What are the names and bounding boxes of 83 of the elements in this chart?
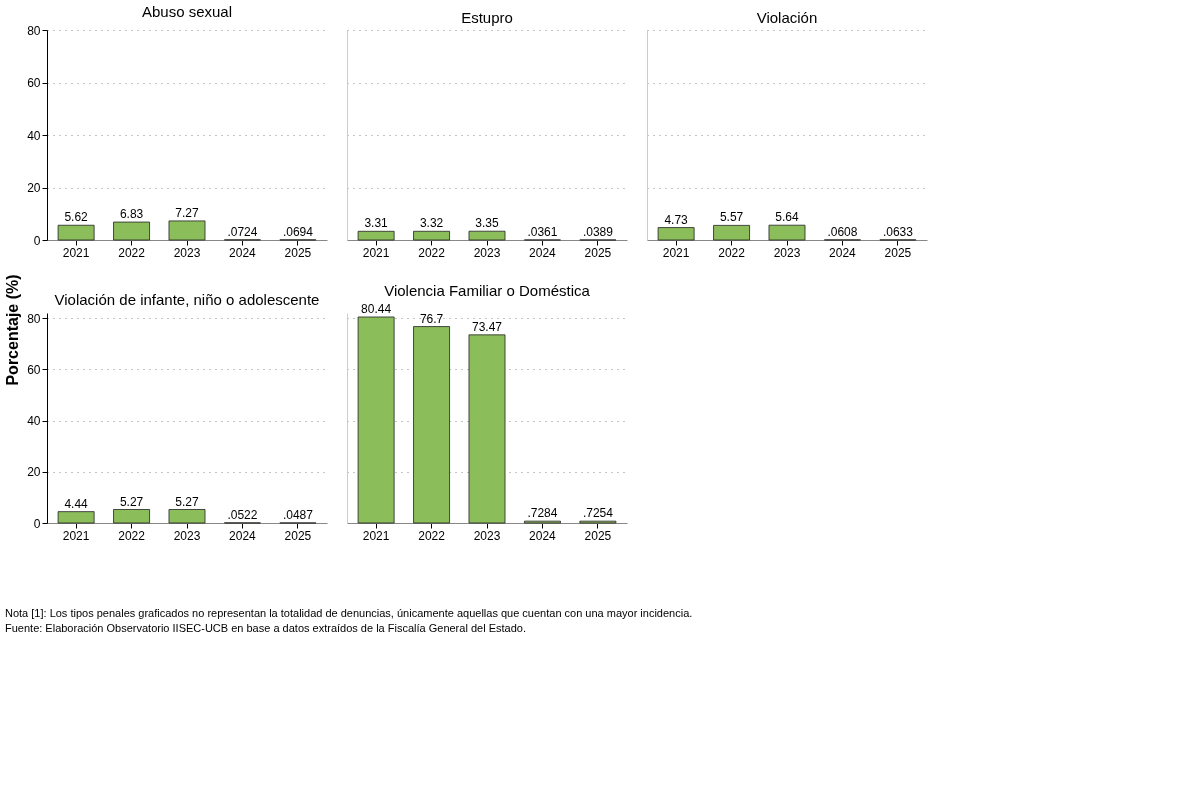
data-label: 5.64 — [775, 210, 799, 225]
x-tick-label: 2022 — [418, 245, 446, 260]
x-tick-label: 2022 — [418, 528, 446, 543]
data-label: .0522 — [227, 507, 258, 522]
x-tick-label: 2024 — [529, 245, 557, 260]
x-tick-label: 2021 — [362, 245, 390, 260]
x-tick-label: 2024 — [229, 528, 257, 543]
data-label: .0694 — [282, 224, 314, 239]
data-label: 7.27 — [175, 205, 199, 220]
x-tick-label: 2022 — [118, 245, 146, 260]
data-label: 80.44 — [361, 302, 392, 316]
chart-title: Violación de infante, niño o adolescente — [54, 291, 320, 309]
bar — [357, 316, 395, 524]
bar — [468, 334, 506, 524]
chart-title: Violación — [756, 9, 818, 26]
x-tick-label: 2024 — [229, 245, 257, 260]
data-label: 4.44 — [64, 496, 89, 511]
y-tick-label: 0 — [33, 233, 41, 248]
source-note: Fuente: Elaboración Observatorio IISEC-UCB en base a datos extraídos de la Fiscalía General del Estado. — [5, 621, 526, 634]
data-label: 3.35 — [475, 216, 499, 231]
bar — [413, 326, 450, 524]
data-label: .7254 — [582, 506, 614, 521]
data-label: 3.31 — [364, 216, 389, 231]
y-tick-label: 80 — [27, 311, 41, 326]
data-label: .0608 — [827, 224, 858, 239]
y-tick-label: 20 — [27, 181, 41, 195]
y-tick-label: 60 — [27, 76, 41, 90]
y-axis-title: Porcentaje (%) — [4, 274, 21, 386]
x-tick-label: 2021 — [62, 245, 90, 260]
x-tick-label: 2025 — [884, 245, 912, 260]
data-label: 76.7 — [419, 311, 444, 326]
data-label: .0633 — [882, 224, 914, 239]
x-tick-label: 2023 — [473, 245, 501, 260]
x-tick-label: 2025 — [284, 245, 312, 260]
y-tick-label: 40 — [27, 128, 41, 143]
data-label: 5.62 — [64, 210, 89, 225]
y-tick-label: 40 — [27, 414, 41, 429]
data-label: .7284 — [527, 506, 558, 521]
x-tick-label: 2024 — [529, 528, 557, 543]
bar — [113, 509, 150, 524]
y-tick-label: 80 — [27, 23, 41, 38]
x-tick-label: 2025 — [584, 528, 612, 543]
data-label: 6.83 — [119, 207, 144, 222]
x-tick-label: 2023 — [773, 245, 801, 260]
chart-title: Estupro — [461, 9, 513, 26]
x-tick-label: 2025 — [584, 245, 612, 260]
bar — [413, 230, 450, 241]
bar — [168, 509, 206, 524]
bar — [357, 230, 395, 241]
data-label: .0724 — [227, 224, 258, 239]
data-label: 5.57 — [719, 210, 744, 225]
data-label: 3.32 — [419, 216, 444, 231]
bar — [168, 220, 206, 241]
x-tick-label: 2023 — [173, 528, 201, 543]
data-label: .0487 — [282, 507, 314, 522]
x-tick-label: 2023 — [173, 245, 201, 260]
bar — [768, 224, 806, 241]
text: Nota [1]: Los tipos penales graficados no representan la totalidad de denuncias, únicamente aquellas que cuentan con una mayor incidencia. — [5, 606, 693, 619]
x-tick-label: 2021 — [362, 528, 390, 543]
data-label: 5.27 — [175, 494, 199, 509]
bar — [468, 230, 506, 241]
bar — [113, 221, 150, 241]
bar — [657, 227, 695, 241]
data-label: .0361 — [527, 224, 558, 239]
x-tick-label: 2024 — [829, 245, 857, 260]
x-tick-label: 2022 — [118, 528, 146, 543]
chart-title: Violencia Familiar o Doméstica — [384, 282, 591, 299]
chart-title: Abuso sexual — [141, 3, 233, 20]
data-label: 5.27 — [119, 494, 144, 509]
bar — [713, 224, 750, 241]
bar — [57, 224, 95, 241]
y-tick-label: 20 — [27, 465, 41, 480]
data-label: 4.73 — [664, 212, 689, 227]
data-label: 73.47 — [471, 319, 503, 334]
y-tick-label: 60 — [27, 362, 41, 377]
x-tick-label: 2025 — [284, 528, 312, 543]
y-tick-label: 0 — [33, 516, 41, 531]
data-label: .0389 — [582, 224, 614, 239]
bar — [57, 511, 95, 524]
x-tick-label: 2021 — [62, 528, 90, 543]
x-tick-label: 2021 — [662, 245, 690, 260]
x-tick-label: 2022 — [718, 245, 746, 260]
x-tick-label: 2023 — [473, 528, 501, 543]
